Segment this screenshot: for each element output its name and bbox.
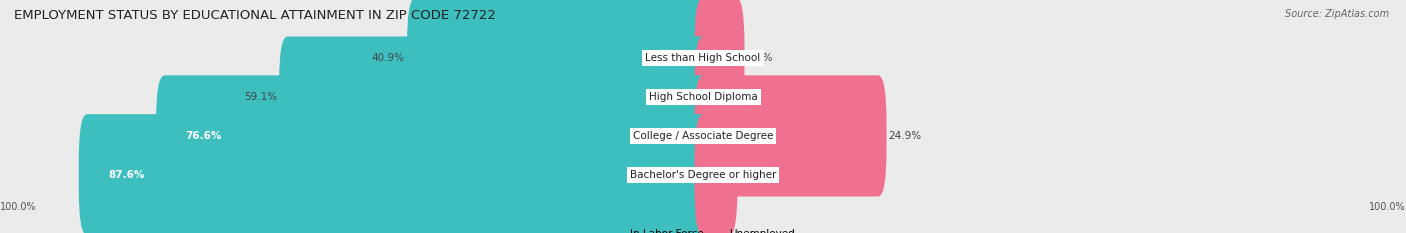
Text: 40.9%: 40.9% bbox=[373, 53, 405, 63]
FancyBboxPatch shape bbox=[79, 114, 711, 233]
FancyBboxPatch shape bbox=[695, 75, 886, 196]
Text: Less than High School: Less than High School bbox=[645, 53, 761, 63]
FancyBboxPatch shape bbox=[695, 37, 721, 158]
FancyBboxPatch shape bbox=[408, 0, 711, 119]
Text: 76.6%: 76.6% bbox=[186, 131, 222, 141]
Legend: In Labor Force, Unemployed: In Labor Force, Unemployed bbox=[612, 230, 794, 233]
FancyBboxPatch shape bbox=[278, 37, 711, 158]
Text: High School Diploma: High School Diploma bbox=[648, 92, 758, 102]
Text: 87.6%: 87.6% bbox=[108, 170, 145, 180]
Text: Source: ZipAtlas.com: Source: ZipAtlas.com bbox=[1285, 9, 1389, 19]
Text: College / Associate Degree: College / Associate Degree bbox=[633, 131, 773, 141]
Text: Bachelor's Degree or higher: Bachelor's Degree or higher bbox=[630, 170, 776, 180]
FancyBboxPatch shape bbox=[0, 80, 1406, 233]
Text: 1.4%: 1.4% bbox=[723, 92, 749, 102]
FancyBboxPatch shape bbox=[695, 0, 745, 119]
Text: 59.1%: 59.1% bbox=[243, 92, 277, 102]
FancyBboxPatch shape bbox=[695, 114, 738, 233]
Text: 3.7%: 3.7% bbox=[740, 170, 766, 180]
Text: 100.0%: 100.0% bbox=[0, 202, 37, 212]
Text: 100.0%: 100.0% bbox=[1369, 202, 1406, 212]
FancyBboxPatch shape bbox=[0, 0, 1406, 153]
FancyBboxPatch shape bbox=[0, 2, 1406, 192]
Text: 4.7%: 4.7% bbox=[747, 53, 773, 63]
Text: EMPLOYMENT STATUS BY EDUCATIONAL ATTAINMENT IN ZIP CODE 72722: EMPLOYMENT STATUS BY EDUCATIONAL ATTAINM… bbox=[14, 9, 496, 22]
FancyBboxPatch shape bbox=[0, 41, 1406, 231]
Text: 24.9%: 24.9% bbox=[889, 131, 922, 141]
FancyBboxPatch shape bbox=[156, 75, 711, 196]
